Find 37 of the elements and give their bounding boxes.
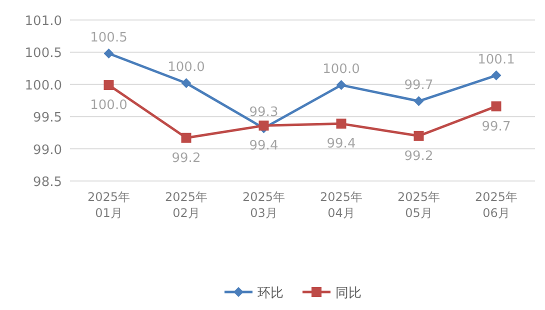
data-label: 99.4 <box>249 138 278 154</box>
data-label: 99.7 <box>482 119 511 134</box>
point <box>104 80 114 90</box>
data-label: 99.7 <box>404 78 434 94</box>
data-label: 100.0 <box>168 60 205 76</box>
data-label: 100.0 <box>322 62 360 78</box>
data-label: 99.2 <box>404 148 434 164</box>
point <box>491 101 502 112</box>
x-tick-label: 2025年 01月 <box>87 190 130 220</box>
data-label: 99.2 <box>172 150 201 166</box>
point <box>414 96 424 106</box>
x-tick-label: 2025年 04月 <box>320 190 363 220</box>
data-label: 100.5 <box>90 30 128 46</box>
y-tick-label: 100.0 <box>24 78 62 94</box>
data-label: 100.0 <box>90 98 128 114</box>
y-tick-label: 99.5 <box>33 110 62 126</box>
y-tick-label: 98.5 <box>33 175 62 190</box>
point <box>336 118 346 129</box>
y-tick-label: 101.0 <box>24 14 62 29</box>
point <box>181 78 192 88</box>
point <box>414 130 424 141</box>
y-tick-label: 99.0 <box>33 142 62 158</box>
point <box>491 70 502 80</box>
point <box>258 120 269 131</box>
point <box>104 48 114 58</box>
x-tick-label: 2025年 06月 <box>474 190 518 220</box>
x-tick-label: 2025年 05月 <box>397 190 440 220</box>
x-tick-label: 2025年 03月 <box>242 190 286 220</box>
data-label: 99.4 <box>326 136 356 152</box>
y-tick-label: 100.5 <box>24 46 62 62</box>
legend-label: 环比 <box>258 286 284 301</box>
x-tick-label: 2025年 02月 <box>164 190 208 220</box>
data-label: 99.3 <box>249 105 278 120</box>
point <box>336 80 346 90</box>
point <box>181 132 192 143</box>
data-label: 100.1 <box>478 52 515 68</box>
legend-label: 同比 <box>336 286 362 301</box>
